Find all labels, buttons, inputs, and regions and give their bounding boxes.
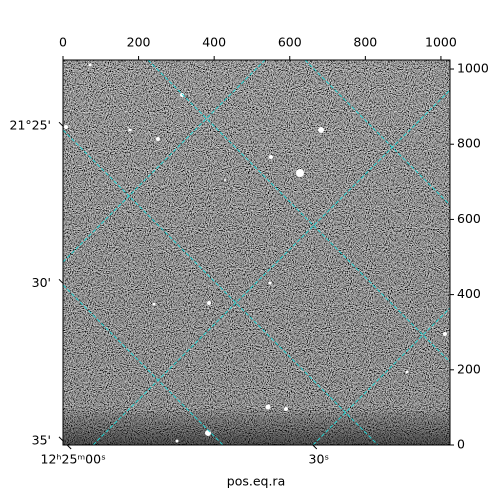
ra-grid-line — [312, 307, 451, 446]
y-tick-label: 0 — [457, 437, 465, 452]
dec-grid-line — [147, 59, 451, 363]
x-tick-label: 800 — [353, 35, 377, 50]
dec-grid-line — [62, 284, 224, 446]
y-tick-label: 800 — [457, 136, 481, 151]
y-tick-label: 1000 — [457, 61, 489, 76]
ra-tick — [312, 444, 318, 450]
x-tick-label: 1000 — [425, 35, 457, 50]
x-tick-label: 200 — [127, 35, 151, 50]
axes-frame — [62, 59, 451, 446]
dec-tick-label: 35' — [32, 432, 51, 447]
dec-tick-label: 30' — [32, 275, 51, 290]
dec-grid-line — [62, 129, 379, 446]
dec-tick — [58, 278, 64, 284]
y-tick-label: 200 — [457, 361, 481, 376]
x-axis-label: pos.eq.ra — [227, 474, 285, 489]
dec-tick — [58, 121, 64, 127]
dec-tick — [58, 436, 64, 442]
y-tick-label: 600 — [457, 211, 481, 226]
x-tick-label: 0 — [59, 35, 67, 50]
ra-tick — [66, 444, 72, 450]
dec-grid-line — [304, 59, 451, 206]
ra-tick-label: 12ʰ25ᵐ00ˢ — [41, 452, 106, 467]
ra-tick-label: 30ˢ — [309, 452, 330, 467]
sky-image — [63, 60, 450, 445]
y-tick-label: 400 — [457, 286, 481, 301]
world-grid — [62, 59, 451, 446]
x-tick-label: 400 — [202, 35, 226, 50]
x-tick-label: 600 — [278, 35, 302, 50]
dec-tick-label: 21°25' — [10, 118, 52, 133]
